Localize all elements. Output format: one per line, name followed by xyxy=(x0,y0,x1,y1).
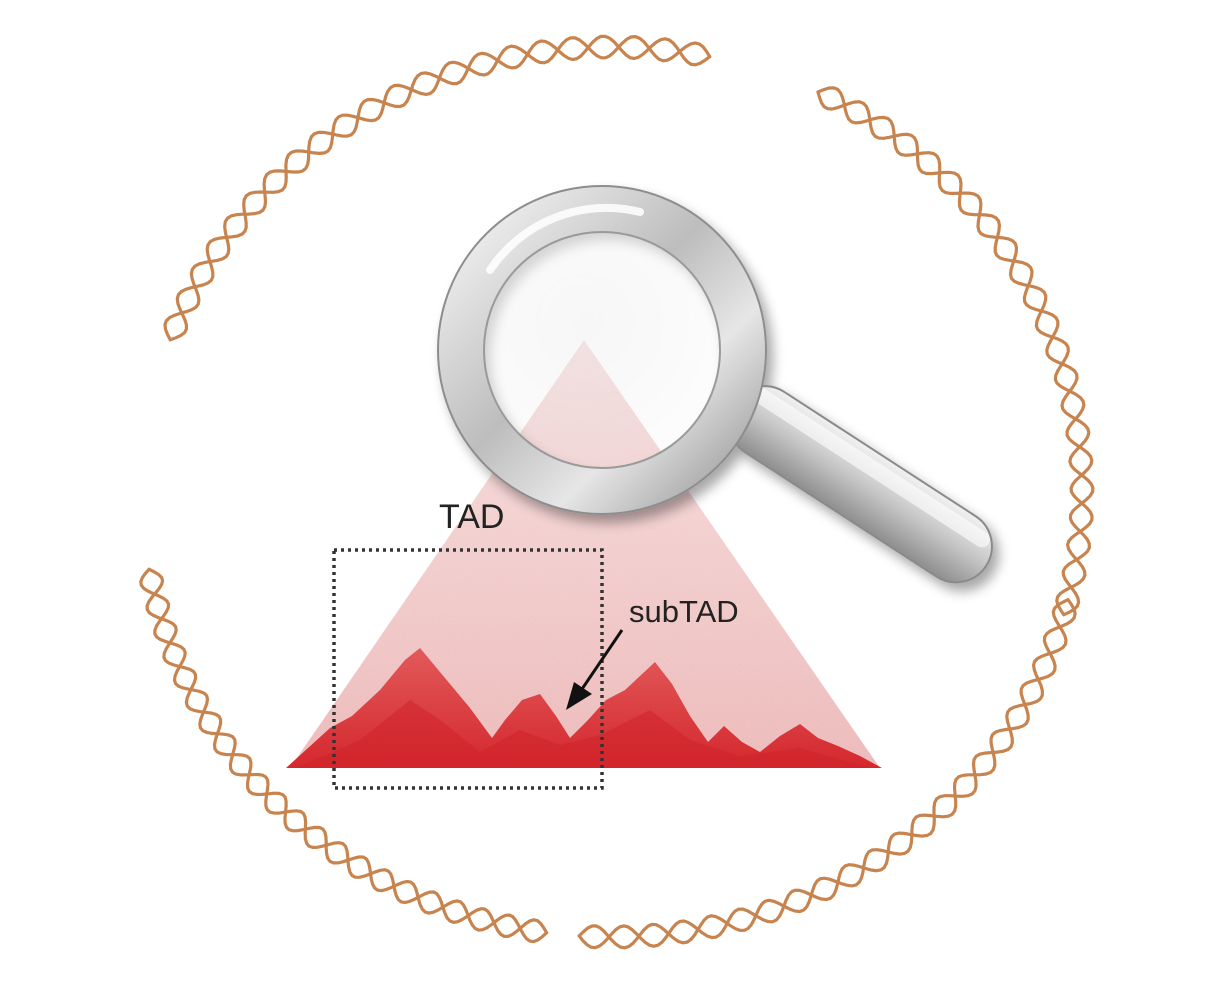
pointer-arrow-icon xyxy=(566,629,624,710)
tad-label: TAD xyxy=(439,498,504,536)
subtad-label: subTAD xyxy=(629,594,739,629)
dna-double-helix-icon xyxy=(139,34,1095,950)
dna-strand-1-1 xyxy=(816,90,1095,617)
dna-strand-3-1 xyxy=(139,567,549,938)
dna-strand-2-1 xyxy=(577,598,1070,950)
tad-dashed-box xyxy=(332,548,604,790)
contact-heatmap xyxy=(286,340,882,768)
magnifying-glass-icon xyxy=(437,185,993,584)
magnifier-handle xyxy=(727,385,993,584)
dna-strand-0-1 xyxy=(168,34,712,342)
heatmap-texture xyxy=(290,340,880,768)
heatmap-dense-inner xyxy=(296,700,870,768)
magnifier-lens xyxy=(484,232,720,468)
